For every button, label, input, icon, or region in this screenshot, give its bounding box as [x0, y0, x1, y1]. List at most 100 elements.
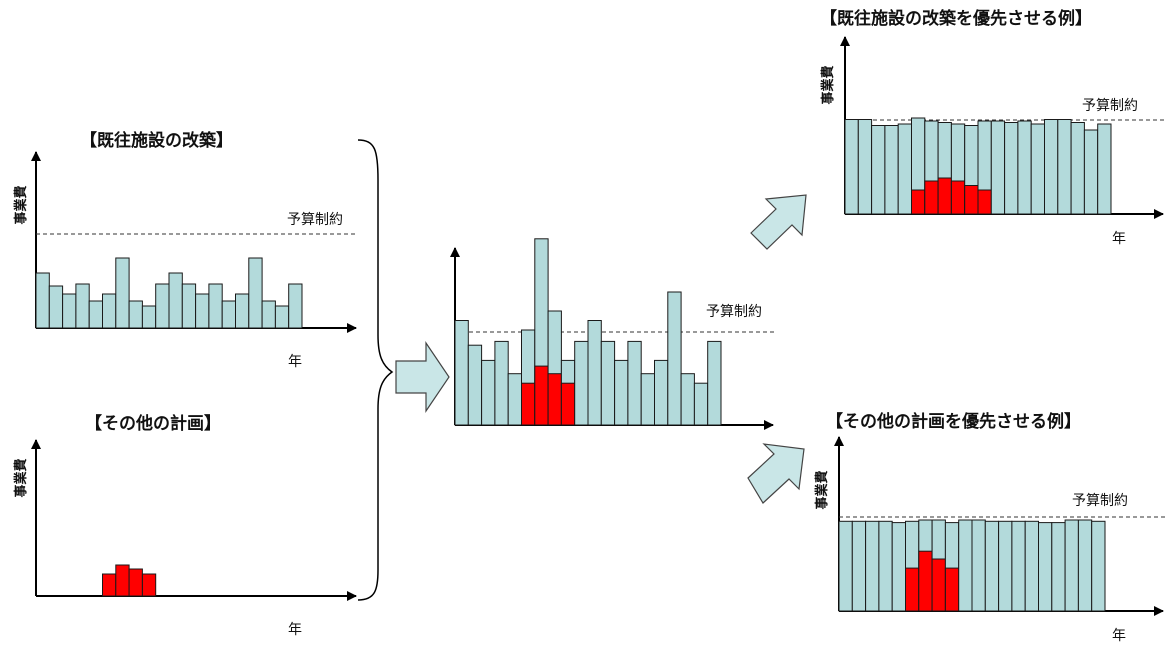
- budget-label: 予算制約: [1072, 493, 1128, 509]
- existing-renewal-bar: [507, 373, 523, 426]
- existing-renewal-bar: [235, 293, 250, 329]
- existing-renewal-bar: [667, 291, 682, 426]
- existing-renewal-bar: [897, 123, 913, 215]
- existing-renewal-bar: [141, 305, 157, 329]
- other-plan-bar: [905, 567, 920, 612]
- existing-renewal-bar: [838, 520, 853, 612]
- other-priority-arrow: [747, 443, 805, 504]
- existing-renewal-bar: [1097, 123, 1112, 215]
- existing-renewal-bar: [958, 519, 973, 612]
- existing-renewal-bar: [1091, 520, 1106, 612]
- existing-renewal-bar: [878, 520, 893, 612]
- budget-label: 予算制約: [287, 212, 343, 228]
- existing-renewal-bar: [35, 272, 50, 329]
- other-plan-bar: [964, 185, 979, 215]
- other-priority-title: 【その他の計画を優先させる例】: [826, 411, 1081, 432]
- svg-text:事業費: 事業費: [13, 458, 29, 497]
- svg-text:事業費: 事業費: [814, 470, 830, 509]
- existing-renewal-bar: [1083, 129, 1099, 215]
- other-plan-bar: [977, 189, 992, 215]
- existing-renewal-bar: [115, 257, 130, 329]
- other-plan-bar: [937, 177, 952, 215]
- x-axis-label: 年: [288, 354, 302, 370]
- existing-renewal-bar: [181, 283, 197, 329]
- svg-text:事業費: 事業費: [13, 185, 29, 224]
- combined-chart: 予算制約: [450, 238, 777, 430]
- existing-title: 【既往施設の改築】: [80, 130, 233, 151]
- other-plan-bar: [918, 550, 933, 612]
- existing-renewal-chart: 事業費 年 予算制約: [13, 151, 358, 370]
- existing-renewal-bar: [627, 340, 642, 426]
- existing-renewal-bar: [1038, 522, 1053, 612]
- existing-renewal-bar: [274, 305, 290, 329]
- existing-renewal-bar: [248, 257, 263, 329]
- existing-renewal-bar: [261, 300, 276, 329]
- existing-renewal-bar: [971, 519, 986, 612]
- existing-renewal-bar: [75, 283, 90, 329]
- existing-priority-arrow: [750, 194, 807, 250]
- existing-renewal-bar: [654, 359, 669, 426]
- other-title: 【その他の計画】: [85, 413, 221, 434]
- existing-renewal-bar: [1024, 520, 1039, 612]
- existing-renewal-bar: [494, 340, 509, 426]
- bar-group: [102, 564, 157, 597]
- other-plan-chart: 事業費 年: [13, 439, 357, 638]
- existing-renewal-bar: [614, 359, 629, 426]
- existing-renewal-bar: [1070, 122, 1085, 215]
- other-plan-bar: [911, 189, 926, 215]
- y-axis-label: 事業費: [814, 470, 830, 509]
- existing-renewal-bar: [1011, 520, 1026, 612]
- other-plan-bar: [924, 180, 939, 215]
- other-plan-bar: [931, 558, 946, 612]
- existing-renewal-bar: [221, 300, 236, 329]
- bar-group: [454, 238, 722, 426]
- combine-arrow: [395, 341, 450, 413]
- bar-group: [844, 117, 1112, 215]
- existing-renewal-bar: [1057, 119, 1072, 215]
- existing-renewal-bar: [48, 285, 64, 329]
- existing-renewal-bar: [1030, 123, 1045, 215]
- other-priority-chart: 事業費 年 予算制約: [814, 436, 1165, 644]
- x-axis-label: 年: [288, 622, 302, 638]
- existing-renewal-bar: [587, 320, 602, 426]
- bar-group: [838, 519, 1106, 612]
- existing-renewal-bar: [128, 300, 143, 329]
- existing-renewal-bar: [707, 340, 722, 426]
- existing-renewal-bar: [1004, 122, 1019, 215]
- existing-renewal-bar: [865, 520, 880, 612]
- x-axis-label: 年: [1112, 231, 1126, 247]
- other-plan-bar: [950, 180, 966, 215]
- existing-renewal-bar: [1051, 522, 1066, 612]
- existing-renewal-bar: [195, 293, 210, 329]
- existing-renewal-bar: [467, 344, 483, 426]
- existing-renewal-bar: [574, 340, 589, 426]
- existing-renewal-bar: [990, 120, 1006, 215]
- bar-group: [35, 257, 303, 329]
- existing-renewal-bar: [1077, 519, 1093, 612]
- existing-renewal-bar: [884, 125, 899, 215]
- budget-label: 予算制約: [706, 304, 762, 320]
- y-axis-label: 事業費: [13, 185, 29, 224]
- existing-renewal-bar: [844, 119, 859, 215]
- y-axis-label: 事業費: [13, 458, 29, 497]
- existing-renewal-bar: [155, 283, 170, 329]
- other-plan-bar: [141, 573, 157, 597]
- other-plan-bar: [560, 382, 576, 426]
- existing-renewal-bar: [454, 320, 469, 426]
- other-plan-bar: [547, 373, 562, 426]
- existing-priority-chart: 事業費 年 予算制約: [820, 36, 1165, 247]
- existing-renewal-bar: [208, 283, 223, 329]
- existing-renewal-bar: [680, 373, 695, 426]
- existing-renewal-bar: [857, 119, 873, 215]
- combine-brace: [357, 139, 394, 601]
- x-axis-label: 年: [1112, 628, 1126, 644]
- other-plan-bar: [521, 382, 536, 426]
- existing-renewal-bar: [288, 283, 303, 329]
- other-plan-bar: [115, 564, 130, 597]
- existing-renewal-bar: [871, 125, 886, 215]
- existing-renewal-bar: [640, 373, 656, 426]
- existing-renewal-bar: [891, 522, 907, 612]
- other-plan-bar: [944, 567, 960, 612]
- existing-renewal-bar: [984, 520, 1000, 612]
- budget-label: 予算制約: [1082, 98, 1138, 114]
